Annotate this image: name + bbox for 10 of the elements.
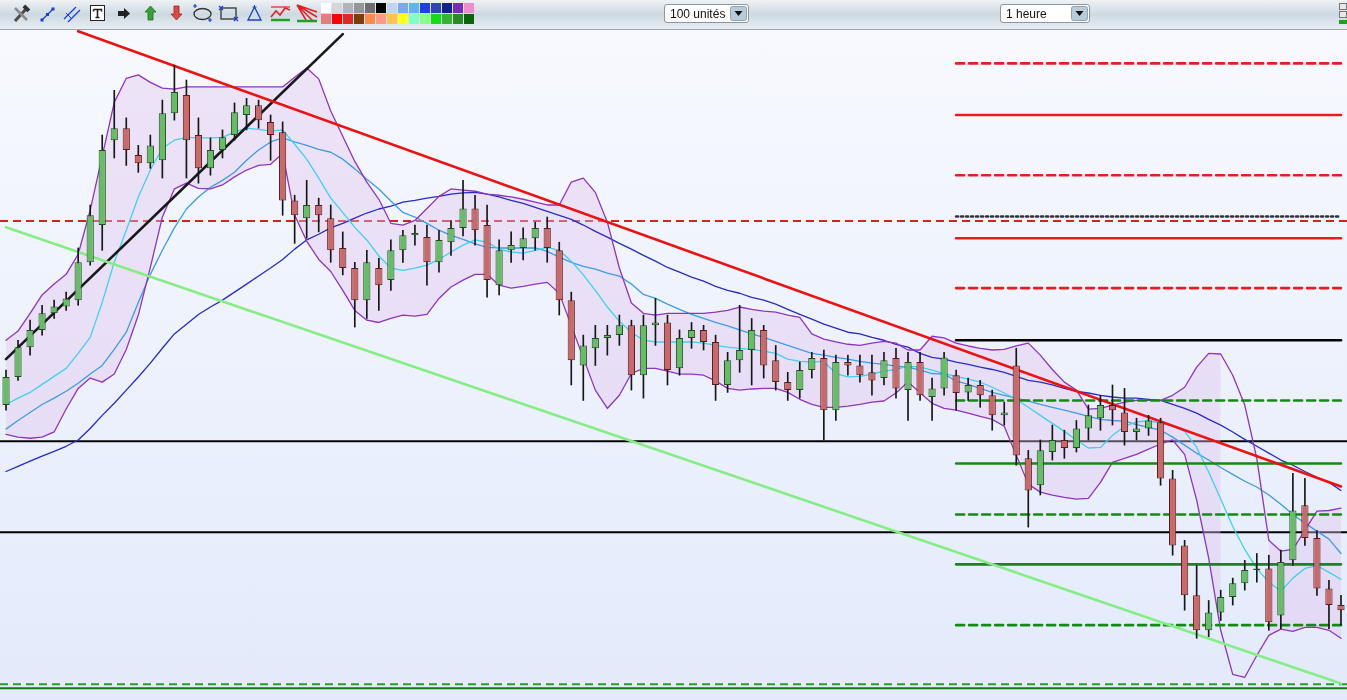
candlestick [507, 231, 515, 263]
candlestick [591, 325, 599, 366]
interval-dropdown: 1 heure [1000, 4, 1090, 23]
candlestick [110, 90, 118, 159]
units-dropdown: 100 unités [664, 4, 749, 23]
candlestick [303, 180, 311, 239]
candlestick [868, 354, 876, 396]
candlestick [1337, 594, 1345, 626]
candlestick [928, 377, 936, 421]
candlestick [1000, 401, 1008, 426]
